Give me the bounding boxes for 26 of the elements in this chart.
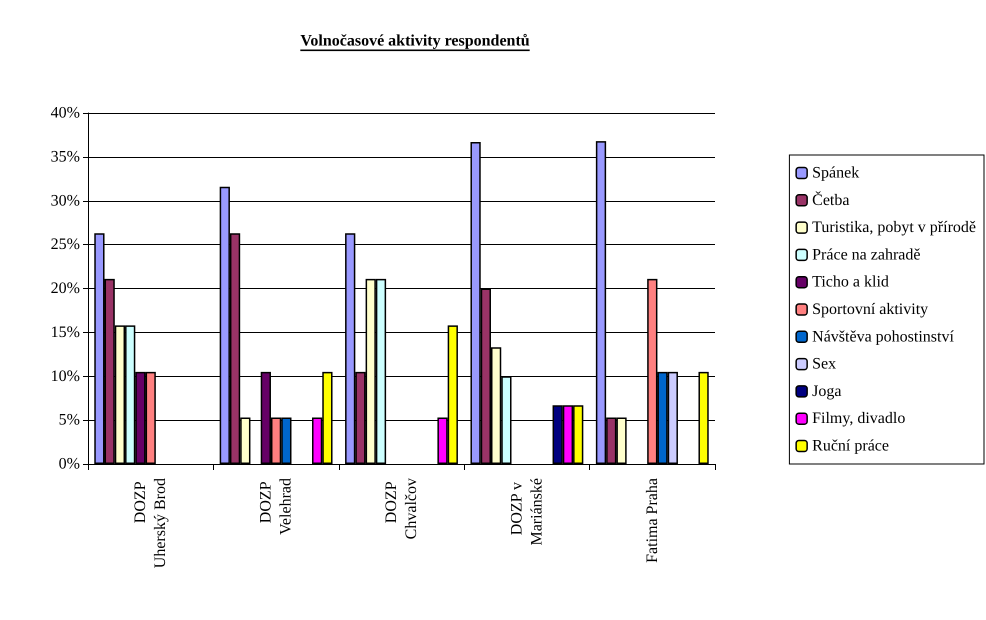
y-tick-label: 30% [50,192,80,210]
legend-label: Turistika, pobyt v přírodě [812,219,976,236]
y-tick-label: 5% [58,412,80,429]
x-tick-label: DOZP Chvalčov [383,478,420,540]
x-tick-label: DOZP Velehrad [258,478,295,535]
legend-label: Filmy, divadlo [812,410,906,428]
y-tick-label: 10% [50,368,80,385]
legend-label: Práce na zahradě [812,246,921,264]
x-tick-label: DOZP Uherský Brod [132,478,170,568]
legend-label: Ticho a klid [812,274,889,291]
y-tick-label: 20% [50,280,80,297]
legend-label: Spánek [812,164,860,182]
legend-label: Sportovní aktivity [812,301,928,318]
x-tick-label: Fatima Praha [644,478,661,563]
legend-label: Joga [812,382,842,400]
legend-label: Četba [812,190,850,209]
chart-title: Volnočasové aktivity respondentů [300,32,530,50]
legend-label: Sex [812,356,836,373]
legend-label: Návštěva pohostinství [812,328,954,346]
y-tick-label: 15% [50,324,80,341]
y-tick-label: 0% [58,456,80,472]
y-tick-label: 40% [50,104,80,122]
y-tick-label: 25% [50,236,80,254]
legend-label: Ruční práce [812,438,890,454]
y-tick-label: 35% [50,148,80,166]
x-tick-label: DOZP v Mariánské [508,478,546,546]
